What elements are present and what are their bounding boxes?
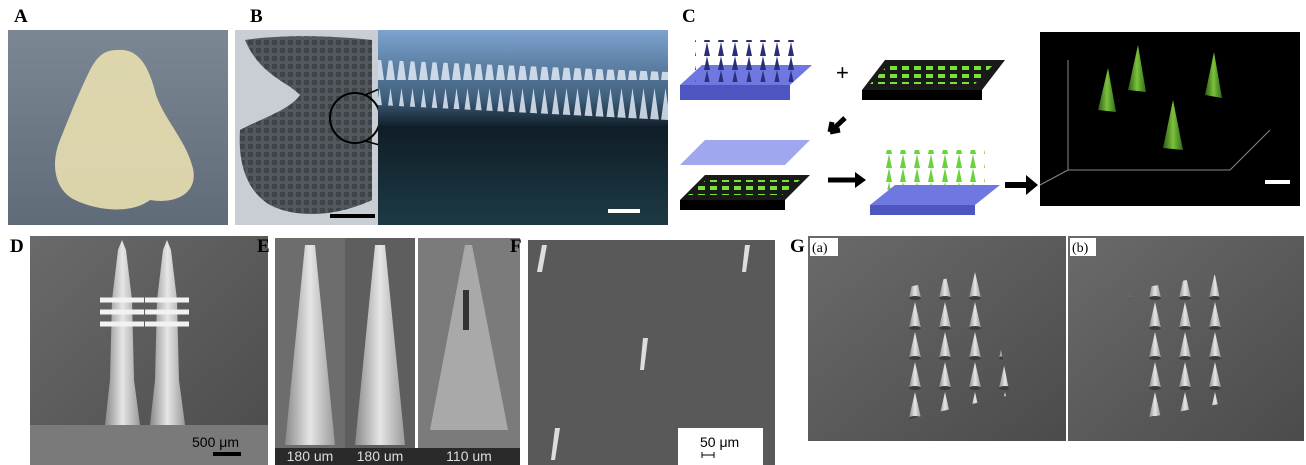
panel-label: G bbox=[790, 236, 805, 257]
page: A B C + bbox=[0, 0, 1306, 465]
sub-label: (a) bbox=[812, 241, 828, 256]
scale-bar bbox=[330, 214, 375, 218]
mold-top bbox=[680, 140, 810, 165]
template-cavities bbox=[688, 180, 800, 195]
plus-sign: + bbox=[836, 60, 849, 85]
template-side bbox=[862, 90, 982, 100]
panel-f: 50 μm F bbox=[510, 236, 775, 465]
panel-label: F bbox=[510, 236, 522, 257]
arrow bbox=[830, 118, 845, 132]
patch-array bbox=[240, 36, 372, 214]
scale-label: 180 um bbox=[287, 448, 334, 464]
panel-g: (a) (b) G bbox=[790, 236, 1304, 441]
scale-label: 50 μm bbox=[700, 434, 739, 450]
arrow-head bbox=[855, 172, 866, 188]
scale-label: 110 um bbox=[446, 448, 492, 464]
mold-cones bbox=[695, 40, 800, 82]
template-cavities bbox=[870, 65, 993, 84]
figure: A B C + bbox=[0, 0, 1306, 465]
microneedle-array bbox=[885, 150, 985, 190]
panel-e: 180 um 180 um 110 um E bbox=[257, 236, 520, 465]
panel-label: C bbox=[682, 6, 696, 27]
panel-b: B bbox=[235, 6, 668, 225]
mold-side bbox=[680, 85, 790, 100]
panel-c: C + bbox=[680, 6, 1300, 215]
arrow-head bbox=[1026, 175, 1038, 195]
panel-a: A bbox=[8, 6, 228, 225]
panel-label: A bbox=[14, 6, 28, 27]
sub-label: (b) bbox=[1072, 241, 1089, 256]
base-side bbox=[870, 205, 975, 215]
template-side bbox=[680, 200, 785, 210]
photo-closeup bbox=[378, 30, 668, 225]
panel-label: B bbox=[250, 6, 263, 27]
panel-d: 500 μm D bbox=[10, 236, 268, 465]
scale-label: 180 um bbox=[357, 448, 404, 464]
scale-bar bbox=[213, 452, 241, 456]
scale-bar bbox=[1265, 180, 1290, 184]
channel bbox=[463, 290, 469, 330]
scale-bar bbox=[608, 209, 640, 213]
panel-label: D bbox=[10, 236, 24, 257]
scale-label: 500 μm bbox=[192, 434, 239, 450]
panel-label: E bbox=[257, 236, 270, 257]
